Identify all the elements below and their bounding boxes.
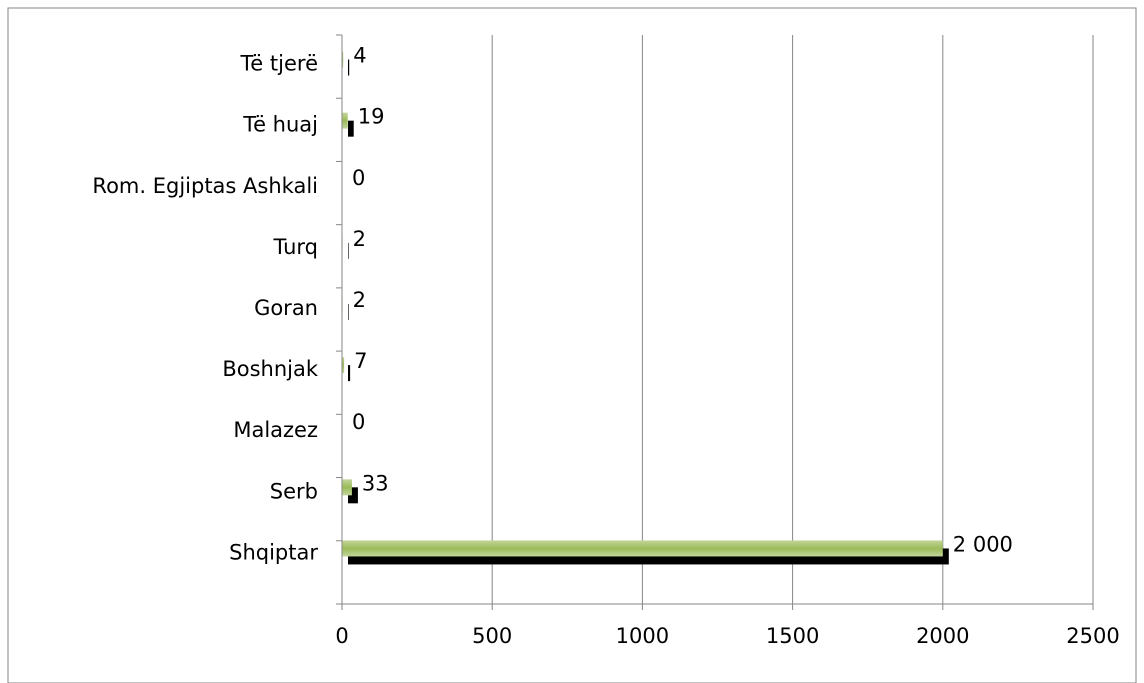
value-label: 33 xyxy=(362,471,389,495)
bar-shadow xyxy=(348,59,350,76)
bar-shadow xyxy=(348,242,349,259)
bar xyxy=(342,540,943,557)
value-label: 0 xyxy=(352,166,365,190)
bar xyxy=(342,51,344,68)
bar-shadow xyxy=(348,365,351,382)
value-label: 4 xyxy=(353,44,366,68)
x-tick-label: 1000 xyxy=(616,624,669,648)
y-tick-label: Shqiptar xyxy=(229,540,318,564)
y-tick-label: Të tjerë xyxy=(239,52,318,76)
y-tick-label: Turq xyxy=(272,235,318,259)
value-label: 0 xyxy=(352,410,365,434)
value-label: 2 xyxy=(353,227,366,251)
y-tick-label: Boshnjak xyxy=(222,357,319,381)
x-tick-label: 500 xyxy=(472,624,512,648)
value-label: 19 xyxy=(358,105,385,129)
y-tick-label: Malazez xyxy=(233,418,318,442)
x-tick-label: 1500 xyxy=(766,624,819,648)
bar-shadow xyxy=(348,487,358,504)
x-tick-label: 2500 xyxy=(1066,624,1119,648)
bar-shadow xyxy=(348,120,354,137)
y-tick-label: Të huaj xyxy=(242,113,318,137)
chart-border xyxy=(7,7,1137,683)
bar-shadow xyxy=(348,304,349,320)
value-label: 7 xyxy=(354,349,367,373)
bar xyxy=(342,479,352,496)
value-label: 2 000 xyxy=(953,532,1013,556)
y-tick-label: Serb xyxy=(270,479,318,503)
value-label: 2 xyxy=(353,288,366,312)
bar xyxy=(342,357,345,374)
x-tick-label: 0 xyxy=(335,624,348,648)
bar xyxy=(342,112,348,129)
x-tick-label: 2000 xyxy=(916,624,969,648)
y-tick-label: Rom. Egjiptas Ashkali xyxy=(92,174,318,198)
y-tick-label: Goran xyxy=(254,296,318,320)
